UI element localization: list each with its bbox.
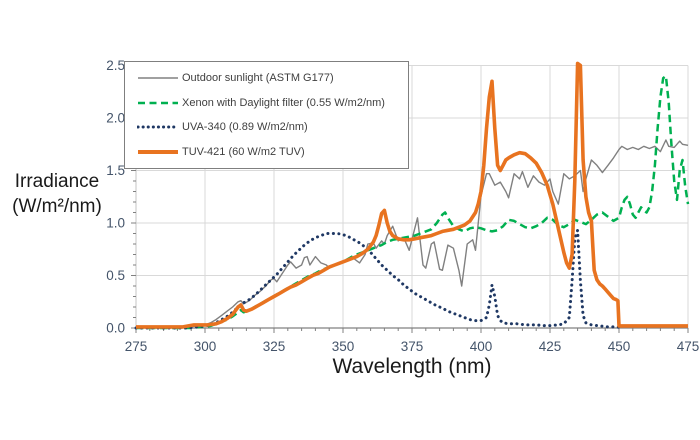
x-tick-label: 425: [539, 339, 562, 354]
y-axis-title-line2: (W/m²/nm): [12, 196, 102, 218]
legend-label-sunlight: Outdoor sunlight (ASTM G177): [182, 72, 334, 85]
y-tick-label: 0.5: [106, 268, 125, 283]
legend-label-tuv421: TUV-421 (60 W/m2 TUV): [182, 145, 305, 158]
legend-label-uva340: UVA-340 (0.89 W/m2/nm): [182, 121, 308, 134]
legend-line-sample-uva340: [137, 125, 179, 129]
y-axis-title: Irradiance (W/m²/nm): [0, 169, 114, 219]
legend-item-sunlight: Outdoor sunlight (ASTM G177): [137, 66, 406, 90]
y-tick-label: 1.0: [106, 216, 125, 231]
x-tick-label: 300: [194, 339, 217, 354]
legend-item-xenon: Xenon with Daylight filter (0.55 W/m2/nm…: [137, 91, 406, 115]
legend-item-uva340: UVA-340 (0.89 W/m2/nm): [137, 115, 406, 139]
legend-label-xenon: Xenon with Daylight filter (0.55 W/m2/nm…: [182, 96, 385, 109]
x-tick-label: 275: [125, 339, 148, 354]
x-tick-label: 350: [332, 339, 355, 354]
legend: Outdoor sunlight (ASTM G177) Xenon with D…: [124, 61, 409, 169]
y-tick-label: 0.0: [106, 321, 125, 336]
legend-line-sample-tuv421: [138, 149, 178, 154]
x-tick-label: 375: [401, 339, 424, 354]
legend-line-sample-xenon: [138, 101, 178, 104]
x-tick-label: 325: [263, 339, 286, 354]
x-tick-label: 400: [470, 339, 493, 354]
series-line-uva340: [134, 228, 624, 330]
x-tick-label: 475: [677, 339, 700, 354]
y-tick-label: 2.0: [106, 111, 125, 126]
x-axis-title: Wavelength (nm): [332, 355, 492, 378]
y-axis-title-line1: Irradiance: [14, 171, 100, 192]
legend-item-tuv421: TUV-421 (60 W/m2 TUV): [137, 140, 406, 164]
series-line-tuv421: [136, 61, 688, 329]
x-tick-label: 450: [608, 339, 631, 354]
y-tick-label: 2.5: [106, 58, 125, 73]
legend-line-sample-sunlight: [138, 77, 178, 80]
series-line-xenon: [136, 74, 690, 330]
y-tick-label: 1.5: [106, 163, 125, 178]
